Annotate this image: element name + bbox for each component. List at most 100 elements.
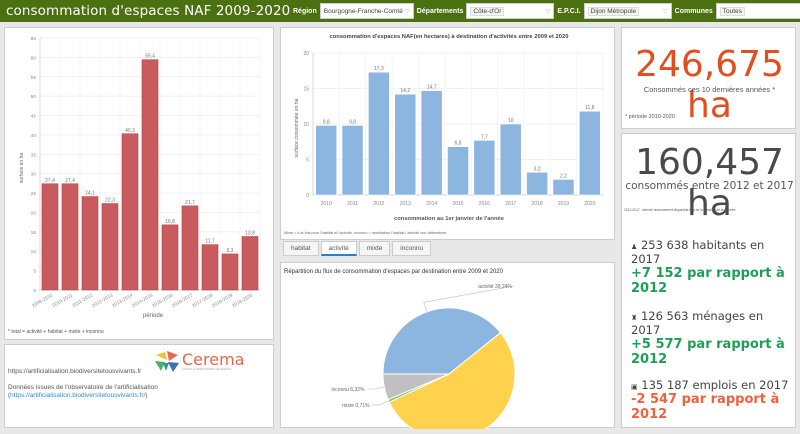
- y-tick-label: 10: [31, 249, 37, 255]
- x-tick-label: 2016: [479, 201, 490, 207]
- bar: [241, 236, 259, 291]
- region-select[interactable]: Bourgogne-Franche-Comté ▽: [319, 3, 414, 19]
- person-icon: ♟: [631, 243, 638, 251]
- app-title: consommation d'espaces NAF 2009-2020: [6, 3, 291, 19]
- bar-data-label: 24,1: [85, 191, 95, 197]
- epci-select[interactable]: Dijon Métropole ▽: [583, 3, 672, 19]
- x-tick-label: 2017-2018: [191, 292, 214, 309]
- tab-habitat[interactable]: habitat: [283, 241, 319, 256]
- bar: [221, 253, 239, 291]
- x-tick-label: 2011: [347, 201, 358, 207]
- kpi-2012-2017-note: 2012-2017 : dernier recensement disponib…: [624, 208, 736, 212]
- pie-slice-activite: [382, 307, 502, 375]
- filter-label-epci: E.P.C.I.: [557, 7, 581, 15]
- stat-habitants-line: ♟ 253 638 habitants en 2017: [631, 238, 795, 266]
- stat-menages-text: 126 563 ménages en 2017: [631, 309, 764, 337]
- x-tick-label: 2013-2014: [111, 292, 134, 309]
- x-tick-label: 2019: [558, 201, 569, 207]
- y-tick-label: 45: [31, 114, 37, 120]
- y-tick-label: 35: [31, 152, 37, 158]
- household-icon: ♜: [631, 314, 638, 322]
- bar: [141, 59, 159, 291]
- app-header: consommation d'espaces NAF 2009-2020 Rég…: [0, 0, 800, 22]
- stat-habitants-diff: +7 152 par rapport à 2012: [631, 266, 785, 296]
- bar-data-label: 9,3: [227, 248, 234, 254]
- x-tick-label: 2019-2020: [231, 292, 254, 309]
- x-axis-title: période: [143, 313, 164, 319]
- bar: [420, 90, 443, 196]
- bar: [161, 224, 179, 291]
- bar: [552, 179, 575, 196]
- x-tick-label: 2017: [505, 201, 516, 207]
- kpi-2012-2017-panel: 160,457 ha consommés entre 2012 et 2017 …: [621, 133, 796, 428]
- bar-data-label: 40,3: [125, 128, 135, 134]
- bar: [121, 133, 139, 291]
- bar: [61, 183, 79, 291]
- source-link[interactable]: https://artificialisation.biodiversiteto…: [10, 392, 146, 399]
- y-tick-label: 5: [306, 158, 309, 164]
- y-tick-label: 50: [31, 94, 37, 100]
- bar: [341, 125, 364, 196]
- stat-emplois-line: ▣ 135 187 emplois en 2017: [631, 378, 795, 392]
- y-tick-label: 65: [31, 36, 37, 42]
- departement-select[interactable]: Côte-d'Or ▽: [466, 3, 555, 19]
- stat-habitants: ♟ 253 638 habitants en 2017 +7 152 par r…: [631, 238, 795, 296]
- x-tick-label: 2015: [452, 201, 463, 207]
- pie-label: mixte 0,71%: [342, 403, 370, 409]
- middle-chart-footnote: Mixte = à la fois pour l'habitat et l'ac…: [284, 231, 447, 235]
- stat-emplois: ▣ 135 187 emplois en 2017 -2 547 par rap…: [631, 378, 795, 422]
- bar: [101, 203, 119, 291]
- activity-consumption-chart: consommation d'espaces NAF(en hectares) …: [294, 34, 604, 222]
- y-tick-label: 0: [33, 288, 36, 294]
- pie-label: inconnu 6,32%: [331, 387, 365, 393]
- bar-data-label: 3,2: [534, 166, 541, 172]
- commune-select[interactable]: Toutes ▽: [715, 3, 800, 19]
- y-tick-label: 60: [31, 55, 37, 61]
- destination-tabs: habitat activité mixte inconnu: [283, 241, 433, 256]
- y-axis-title: surface consommée en ha: [294, 98, 300, 157]
- bar-data-label: 2,2: [560, 173, 567, 179]
- pie-connector: [371, 400, 389, 406]
- y-tick-label: 15: [31, 230, 37, 236]
- x-tick-label: 2011-2012: [71, 292, 94, 309]
- tab-mixte[interactable]: mixte: [358, 241, 391, 256]
- y-tick-label: 40: [31, 133, 37, 139]
- bar-data-label: 9,8: [323, 119, 330, 125]
- bar: [499, 123, 522, 196]
- kpi-2012-2017-caption: consommés entre 2012 et 2017: [625, 180, 794, 192]
- bar-data-label: 14,2: [400, 88, 410, 94]
- x-tick-label: 2012-2013: [91, 292, 114, 309]
- y-tick-label: 5: [33, 269, 36, 275]
- stat-emplois-diff: -2 547 par rapport à 2012: [631, 392, 780, 422]
- briefcase-icon: ▣: [631, 383, 638, 391]
- cerema-logo: Cerema CLIMAT & TERRITOIRES DE DEMAIN: [153, 349, 244, 373]
- chevron-down-icon: ▽: [545, 8, 551, 15]
- stat-menages-diff: +5 577 par rapport à 2012: [631, 337, 785, 367]
- tab-activite[interactable]: activité: [320, 241, 357, 256]
- filter-label-region: Région: [293, 7, 317, 15]
- x-tick-label: 2014-2015: [131, 292, 154, 309]
- bar: [181, 205, 199, 291]
- bar-data-label: 14,7: [427, 85, 437, 91]
- source-info-panel: Cerema CLIMAT & TERRITOIRES DE DEMAIN ht…: [4, 344, 274, 428]
- bar-data-label: 59,4: [145, 54, 155, 60]
- x-tick-label: 2013: [400, 201, 411, 207]
- bar: [394, 93, 417, 196]
- stat-habitants-text: 253 638 habitants en 2017: [631, 238, 765, 266]
- y-tick-label: 10: [303, 122, 309, 128]
- epci-value: Dijon Métropole: [587, 6, 640, 16]
- y-tick-label: 30: [31, 172, 37, 178]
- paren-open: (: [8, 392, 11, 399]
- bar-data-label: 11,8: [585, 105, 595, 111]
- kpi-10-years-caption: Consommés ces 10 dernières années *: [643, 85, 776, 94]
- site-url-text: https://artificialisation.biodiversiteto…: [8, 368, 142, 375]
- bar-data-label: 10: [508, 118, 514, 124]
- chart-title: Répartition du flux de consommation d'es…: [284, 269, 504, 275]
- tab-inconnu[interactable]: inconnu: [392, 241, 432, 256]
- bar-data-label: 21,7: [185, 200, 195, 206]
- filter-bar: Région Bourgogne-Franche-Comté ▽ Départe…: [293, 3, 800, 19]
- bar: [41, 183, 59, 291]
- x-tick-label: 2009-2010: [31, 292, 54, 309]
- bar: [526, 171, 548, 196]
- bar-data-label: 16,8: [165, 219, 175, 225]
